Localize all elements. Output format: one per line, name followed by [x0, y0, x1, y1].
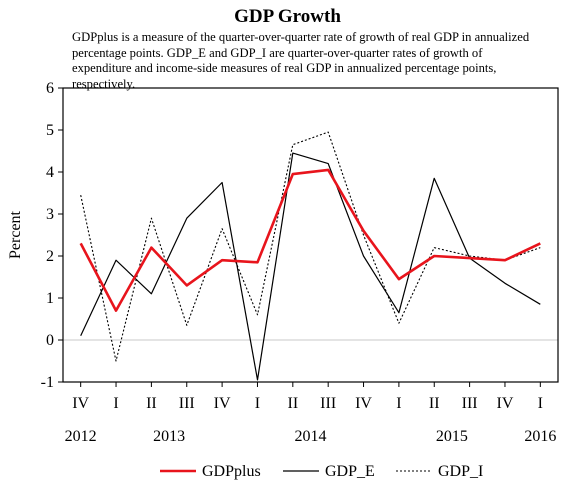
- x-tick-label: I: [113, 395, 118, 412]
- y-tick-label: 1: [46, 290, 54, 307]
- plot-frame: [62, 87, 559, 383]
- x-tick-label: II: [287, 395, 298, 412]
- x-tick-label: IV: [214, 395, 231, 412]
- x-tick-label: I: [396, 395, 401, 412]
- x-tick-label: III: [462, 395, 478, 412]
- y-tick-label: 5: [46, 122, 54, 139]
- y-axis-label: Percent: [7, 210, 24, 259]
- legend-label-gdp-i: GDP_I: [438, 463, 483, 480]
- series-line-gdp-i: [80, 131, 541, 362]
- chart-title: GDP Growth: [234, 6, 341, 27]
- y-tick-label: 4: [46, 164, 54, 181]
- x-tick-label: I: [255, 395, 260, 412]
- x-tick-label: IV: [72, 395, 89, 412]
- y-tick-label: -1: [41, 374, 54, 391]
- x-tick-label: III: [320, 395, 336, 412]
- x-year-label: 2012: [65, 428, 97, 445]
- x-tick-label: II: [146, 395, 157, 412]
- y-tick-label: 3: [46, 206, 54, 223]
- series-line-gdpplus: [79, 168, 541, 312]
- x-year-label: 2014: [295, 428, 327, 445]
- y-tick-label: 2: [46, 248, 54, 265]
- legend-label-gdp-e: GDP_E: [325, 463, 375, 480]
- x-tick-label: IV: [497, 395, 514, 412]
- y-tick-label: 0: [46, 332, 54, 349]
- legend-label-gdpplus: GDPplus: [202, 463, 261, 480]
- x-tick-label: IV: [355, 395, 372, 412]
- x-year-label: 2013: [153, 428, 185, 445]
- x-year-label: 2016: [524, 428, 556, 445]
- series-line-gdp-e: [80, 152, 541, 381]
- x-tick-label: III: [179, 395, 195, 412]
- x-year-label: 2015: [436, 428, 468, 445]
- y-tick-label: 6: [46, 80, 54, 97]
- chart-subtitle: GDPplus is a measure of the quarter-over…: [72, 30, 530, 91]
- x-tick-label: II: [429, 395, 440, 412]
- x-tick-label: I: [538, 395, 543, 412]
